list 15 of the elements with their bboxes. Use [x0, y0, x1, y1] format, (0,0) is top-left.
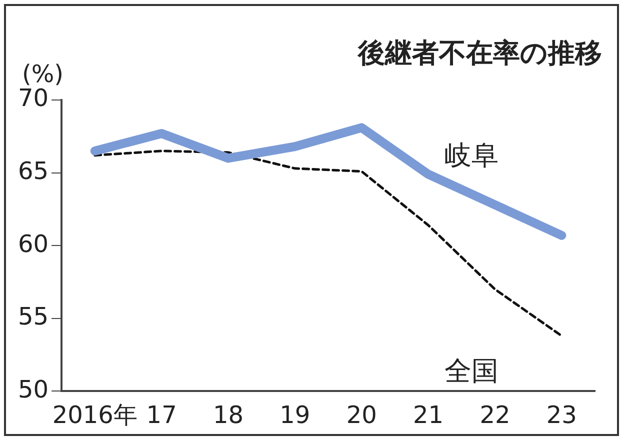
y-tick-label: 55 [18, 302, 49, 331]
y-tick-label: 60 [18, 230, 49, 258]
x-tick-label: 19 [280, 400, 310, 429]
x-tick-label: 18 [212, 400, 244, 429]
x-tick-label: 17 [146, 400, 177, 429]
x-tick-label: 2016年 [52, 400, 138, 429]
y-tick-label: 50 [18, 375, 49, 404]
y-tick-label: 65 [18, 157, 49, 186]
x-tick-label: 23 [546, 400, 577, 429]
x-tick-label: 21 [413, 400, 444, 429]
x-tick-label: 20 [346, 400, 377, 429]
series-label: 全国 [444, 356, 499, 387]
x-tick-label: 22 [480, 400, 510, 429]
chart-title: 後継者不在率の推移 [357, 38, 602, 69]
series-label: 岐阜 [444, 140, 499, 172]
